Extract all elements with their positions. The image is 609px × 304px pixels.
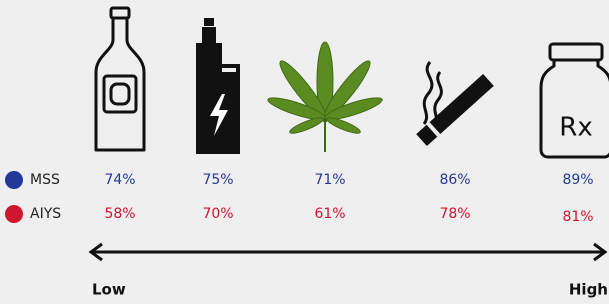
value-label: 75% — [202, 172, 233, 188]
legend-dot — [5, 171, 23, 189]
legend-label: AIYS — [30, 206, 61, 222]
infographic: Rx Low High MSS AIYS 74% 75% 71% 86% 89% 58% 70%… — [0, 0, 609, 304]
value-label: 58% — [104, 206, 135, 222]
value-label: 86% — [439, 172, 470, 188]
value-label: 89% — [562, 172, 593, 188]
cigarette-icon — [416, 62, 494, 146]
bottle-icon — [96, 8, 144, 150]
value-label: 71% — [314, 172, 345, 188]
scale-high: High — [569, 281, 608, 299]
value-label: 78% — [439, 206, 470, 222]
value-label: 70% — [202, 206, 233, 222]
value-label: 61% — [314, 206, 345, 222]
page: {"legend": [{"label": "MSS", "color": "#… — [0, 0, 609, 304]
leaf-icon — [266, 42, 384, 152]
scale-low: Low — [92, 281, 126, 299]
vape-icon — [196, 18, 240, 154]
value-label: 81% — [562, 209, 593, 225]
legend-dot — [5, 205, 23, 223]
value-label: 74% — [104, 172, 135, 188]
legend-label: MSS — [30, 172, 60, 188]
rx-label: Rx — [559, 113, 592, 143]
scale-arrow — [91, 244, 605, 260]
